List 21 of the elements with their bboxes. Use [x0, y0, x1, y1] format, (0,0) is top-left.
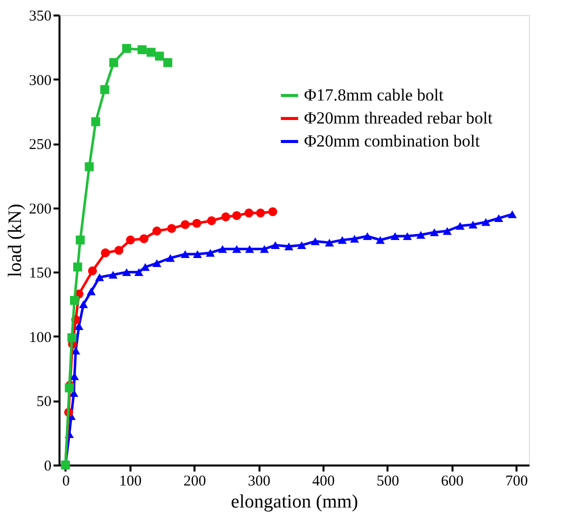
x-tick-label: 500: [376, 474, 400, 490]
legend-label: Φ20mm combination bolt: [304, 132, 480, 150]
x-tick-label: 600: [440, 474, 464, 490]
y-tick-label: 50: [36, 394, 52, 410]
y-tick-label: 300: [29, 72, 52, 89]
x-tick-label: 0: [62, 474, 70, 490]
legend-label: Φ17.8mm cable bolt: [304, 86, 444, 104]
y-tick-label: 350: [29, 8, 52, 24]
x-tick-label: 100: [119, 474, 142, 490]
y-tick-label: 200: [29, 201, 52, 218]
y-axis-title: load (kN): [5, 204, 26, 278]
y-tick-label: 100: [29, 330, 52, 346]
y-tick-label: 150: [29, 266, 52, 282]
x-tick-label: 200: [183, 474, 206, 490]
x-tick-label: 700: [505, 474, 528, 490]
x-axis-title: elongation (mm): [230, 492, 358, 512]
y-tick-label: 0: [44, 458, 52, 474]
y-tick-label: 250: [29, 137, 52, 154]
x-tick-label: 300: [248, 474, 270, 490]
legend-label: Φ20mm threaded rebar bolt: [304, 108, 493, 128]
x-tick-label: 400: [312, 474, 335, 490]
